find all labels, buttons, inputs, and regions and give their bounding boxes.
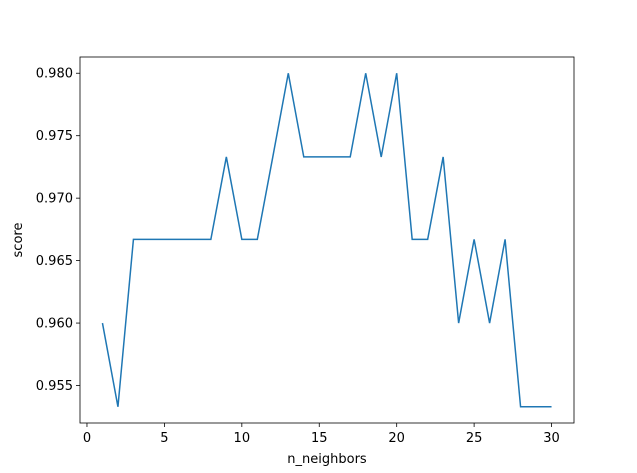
axes-frame <box>79 56 575 424</box>
y-tick-label: 0.970 <box>36 192 73 207</box>
x-tick-label: 5 <box>160 431 168 446</box>
y-tick-label: 0.965 <box>36 254 73 269</box>
x-axis-label: n_neighbors <box>287 452 367 467</box>
y-axis-label: score <box>11 223 26 258</box>
x-tick-label: 15 <box>311 431 328 446</box>
y-tick-label: 0.980 <box>36 67 73 82</box>
y-tick-label: 0.955 <box>36 379 73 394</box>
x-tick-label: 30 <box>543 431 560 446</box>
x-tick-label: 10 <box>234 431 251 446</box>
x-tick-label: 0 <box>83 431 91 446</box>
y-tick-label: 0.960 <box>36 317 73 332</box>
line-series <box>101 73 552 408</box>
x-tick-label: 20 <box>388 431 405 446</box>
y-tick-label: 0.975 <box>36 129 73 144</box>
x-tick-label: 25 <box>466 431 483 446</box>
